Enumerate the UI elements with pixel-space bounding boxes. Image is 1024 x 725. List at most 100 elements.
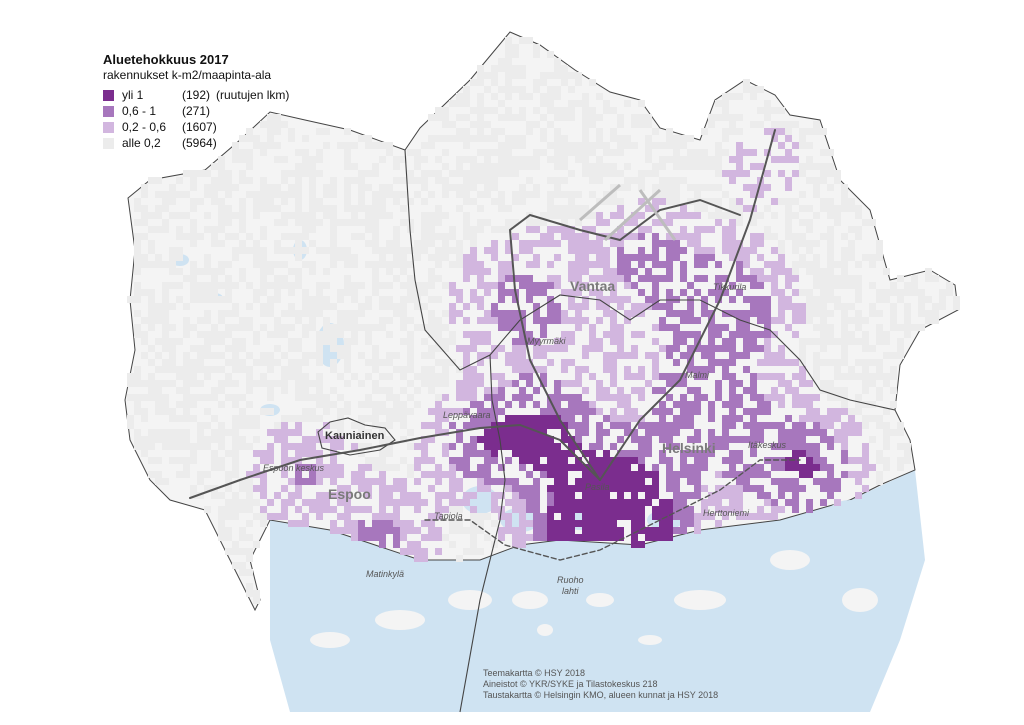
density-cell (295, 163, 302, 170)
density-cell (876, 359, 883, 366)
density-cell (197, 436, 204, 443)
density-cell (589, 338, 596, 345)
density-cell (148, 289, 155, 296)
density-cell (554, 415, 561, 422)
density-cell (610, 233, 617, 240)
density-cell (841, 450, 848, 457)
density-cell (806, 219, 813, 226)
density-cell (470, 380, 477, 387)
density-cell (694, 226, 701, 233)
density-cell (554, 310, 561, 317)
density-cell (792, 212, 799, 219)
density-cell (575, 289, 582, 296)
density-cell (400, 534, 407, 541)
density-cell (323, 191, 330, 198)
density-cell (757, 345, 764, 352)
density-cell (211, 184, 218, 191)
density-cell (708, 156, 715, 163)
density-cell (645, 534, 652, 541)
density-cell (442, 338, 449, 345)
density-cell (820, 310, 827, 317)
density-cell (239, 177, 246, 184)
density-cell (715, 198, 722, 205)
density-cell (477, 114, 484, 121)
density-cell (813, 240, 820, 247)
density-cell (526, 282, 533, 289)
density-cell (561, 534, 568, 541)
density-cell (575, 100, 582, 107)
density-cell (925, 268, 932, 275)
density-cell (316, 149, 323, 156)
density-cell (540, 289, 547, 296)
density-cell (239, 317, 246, 324)
density-cell (652, 219, 659, 226)
density-cell (435, 429, 442, 436)
density-cell (547, 520, 554, 527)
density-cell (729, 394, 736, 401)
density-cell (456, 135, 463, 142)
density-cell (407, 527, 414, 534)
density-cell (421, 450, 428, 457)
density-cell (505, 205, 512, 212)
density-cell (729, 492, 736, 499)
density-cell (701, 464, 708, 471)
density-cell (232, 450, 239, 457)
density-cell (673, 471, 680, 478)
density-cell (708, 212, 715, 219)
density-cell (526, 121, 533, 128)
density-cell (645, 485, 652, 492)
density-cell (876, 415, 883, 422)
density-cell (134, 401, 141, 408)
density-cell (771, 373, 778, 380)
density-cell (743, 317, 750, 324)
density-cell (715, 520, 722, 527)
density-cell (470, 471, 477, 478)
density-cell (456, 310, 463, 317)
density-cell (393, 177, 400, 184)
density-cell (806, 380, 813, 387)
density-cell (715, 282, 722, 289)
density-cell (295, 205, 302, 212)
density-cell (729, 128, 736, 135)
density-cell (169, 184, 176, 191)
density-cell (477, 135, 484, 142)
density-cell (498, 268, 505, 275)
density-cell (435, 401, 442, 408)
density-cell (778, 443, 785, 450)
density-cell (750, 380, 757, 387)
density-cell (869, 261, 876, 268)
density-cell (568, 415, 575, 422)
density-cell (582, 492, 589, 499)
density-cell (456, 296, 463, 303)
density-cell (253, 261, 260, 268)
density-cell (708, 310, 715, 317)
density-cell (624, 100, 631, 107)
density-cell (302, 387, 309, 394)
density-cell (729, 359, 736, 366)
density-cell (701, 163, 708, 170)
density-cell (750, 247, 757, 254)
density-cell (778, 485, 785, 492)
density-cell (610, 128, 617, 135)
density-cell (568, 380, 575, 387)
density-cell (379, 464, 386, 471)
density-cell (785, 429, 792, 436)
density-cell (225, 345, 232, 352)
density-cell (561, 464, 568, 471)
density-cell (680, 401, 687, 408)
density-cell (708, 163, 715, 170)
density-cell (715, 436, 722, 443)
density-cell (463, 422, 470, 429)
density-cell (526, 394, 533, 401)
density-cell (323, 303, 330, 310)
density-cell (596, 135, 603, 142)
density-cell (750, 268, 757, 275)
density-cell (204, 338, 211, 345)
density-cell (407, 331, 414, 338)
density-cell (260, 324, 267, 331)
density-cell (750, 191, 757, 198)
density-cell (491, 499, 498, 506)
density-cell (393, 527, 400, 534)
density-cell (561, 317, 568, 324)
density-cell (631, 233, 638, 240)
